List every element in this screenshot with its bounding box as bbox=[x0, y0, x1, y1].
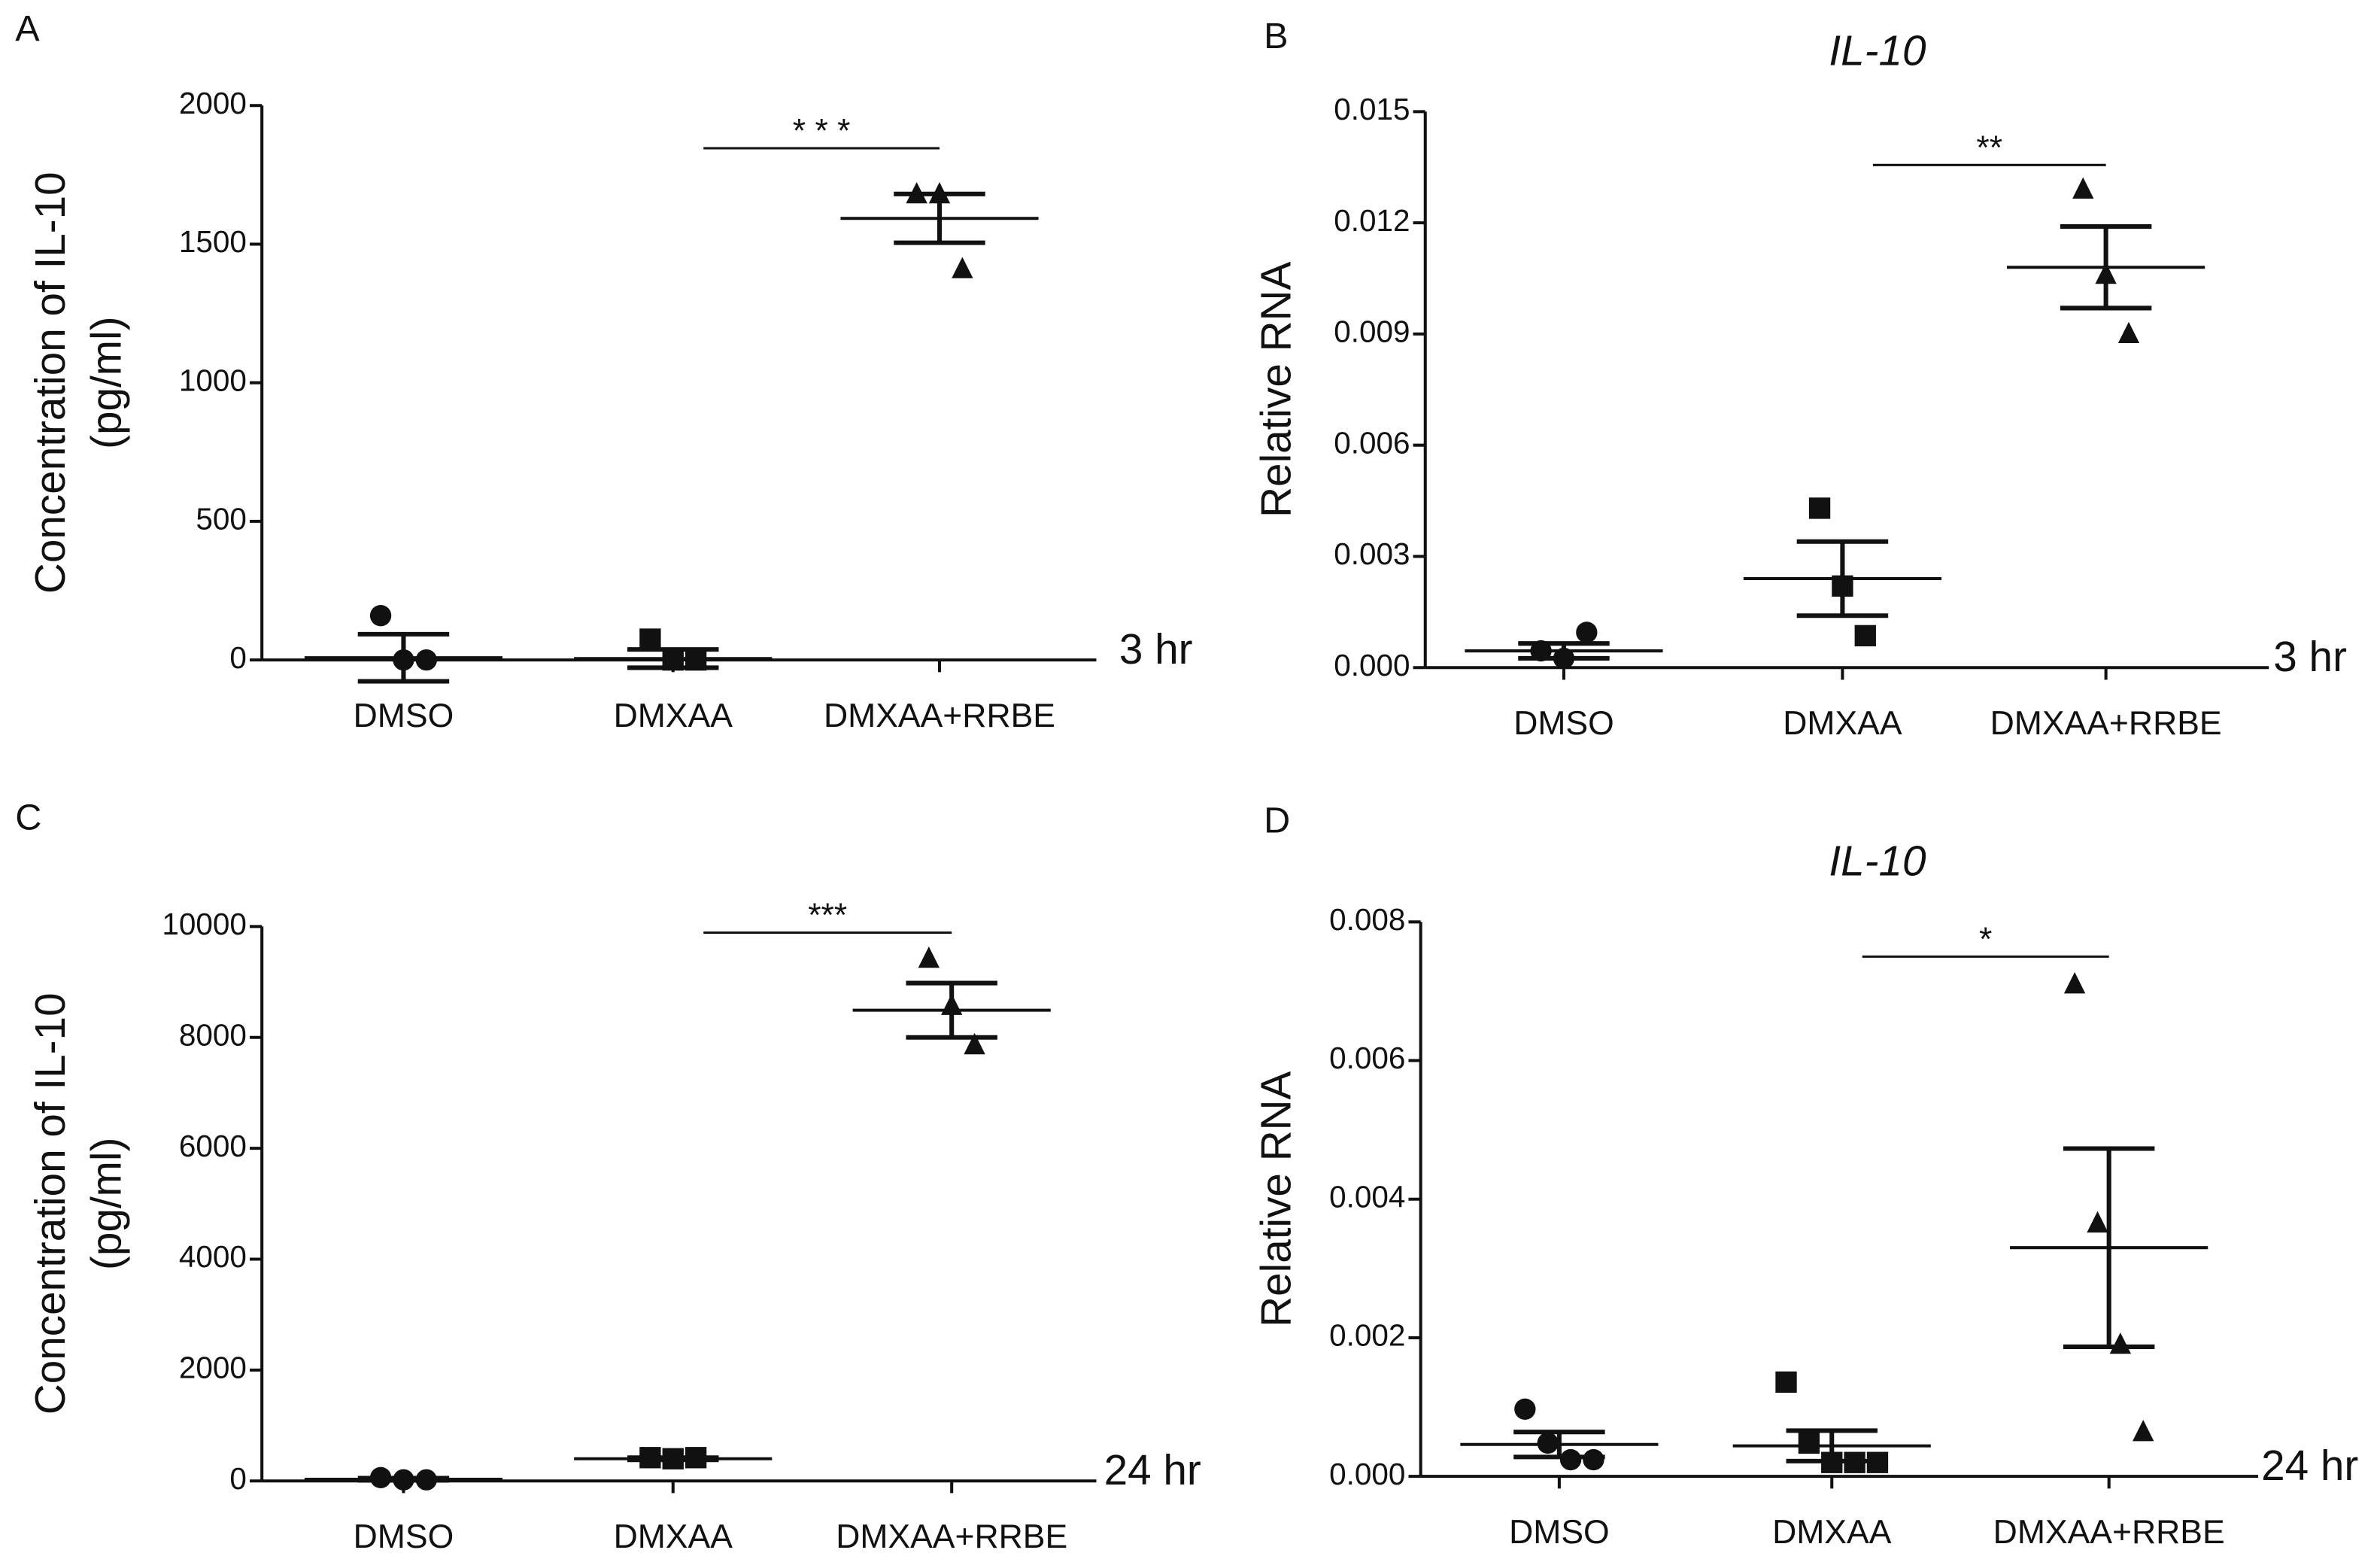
chart-title: IL-10 bbox=[1829, 27, 1926, 74]
y-tick-label: 0.006 bbox=[1334, 425, 1410, 460]
data-point bbox=[639, 628, 661, 650]
x-tick-label: DMXAA bbox=[1772, 1514, 1892, 1551]
y-tick-label: 0.012 bbox=[1334, 203, 1410, 238]
significance-label: * bbox=[1979, 921, 1992, 958]
data-point bbox=[2117, 321, 2140, 344]
data-point bbox=[2063, 971, 2086, 994]
x-tick-label: DMXAA+RRBE bbox=[824, 697, 1055, 734]
data-point bbox=[1559, 1448, 1582, 1471]
data-point bbox=[1854, 625, 1876, 647]
data-point bbox=[2109, 1332, 2132, 1354]
data-point bbox=[1775, 1371, 1797, 1393]
y-tick-label: 8000 bbox=[179, 1017, 247, 1052]
data-point bbox=[2087, 1211, 2108, 1233]
y-tick-label: 2000 bbox=[179, 1351, 247, 1385]
x-tick-label: DMXAA bbox=[614, 697, 733, 734]
significance-label: ** bbox=[1976, 129, 2002, 166]
x-tick-label: DMSO bbox=[354, 1518, 454, 1555]
x-tick-label: DMXAA bbox=[614, 1518, 733, 1555]
side-label: 3 hr bbox=[1119, 626, 1193, 673]
panel-label: D bbox=[1264, 801, 1290, 841]
x-tick-label: DMXAA bbox=[1783, 705, 1902, 742]
y-tick-label: 4000 bbox=[179, 1239, 247, 1274]
y-tick-label: 6000 bbox=[179, 1129, 247, 1163]
significance-label: *** bbox=[808, 897, 847, 934]
y-tick-label: 0.000 bbox=[1334, 648, 1410, 682]
y-tick-label: 0 bbox=[229, 640, 247, 675]
y-tick-label: 2000 bbox=[179, 86, 247, 120]
side-label: 24 hr bbox=[2261, 1442, 2358, 1490]
y-tick-label: 0.004 bbox=[1329, 1179, 1405, 1214]
x-tick-label: DMSO bbox=[1513, 705, 1614, 742]
data-point bbox=[2133, 1420, 2154, 1442]
data-point bbox=[964, 1032, 985, 1055]
x-tick-label: DMSO bbox=[354, 697, 454, 734]
data-point bbox=[2072, 177, 2094, 199]
y-tick-label: 0.015 bbox=[1334, 92, 1410, 126]
y-tick-label: 0.000 bbox=[1329, 1457, 1405, 1491]
y-tick-label: 500 bbox=[196, 502, 247, 536]
y-tick-label: 1500 bbox=[179, 224, 247, 259]
x-tick-label: DMXAA+RRBE bbox=[1990, 705, 2222, 742]
data-point bbox=[1514, 1398, 1536, 1420]
data-point bbox=[918, 946, 940, 968]
panel-label: B bbox=[1264, 16, 1288, 56]
y-axis-label: Relative RNA bbox=[1252, 1071, 1300, 1327]
side-label: 24 hr bbox=[1104, 1447, 1201, 1494]
y-tick-label: 0.003 bbox=[1334, 536, 1410, 571]
data-point bbox=[369, 604, 392, 627]
side-label: 3 hr bbox=[2273, 634, 2347, 681]
data-point bbox=[1576, 621, 1598, 643]
y-axis-label: (pg/ml) bbox=[83, 1138, 131, 1270]
data-point bbox=[415, 649, 437, 671]
chart-title: IL-10 bbox=[1829, 837, 1926, 885]
x-tick-label: DMSO bbox=[1509, 1514, 1610, 1551]
y-tick-label: 0.002 bbox=[1329, 1318, 1405, 1353]
x-tick-label: DMXAA+RRBE bbox=[1993, 1514, 2225, 1551]
data-point bbox=[1583, 1448, 1604, 1471]
data-point bbox=[1798, 1432, 1820, 1454]
y-axis-label: Concentration of IL-10 bbox=[27, 992, 74, 1415]
panel-label: C bbox=[15, 797, 41, 837]
x-tick-label: DMXAA+RRBE bbox=[836, 1518, 1067, 1555]
data-point bbox=[1808, 497, 1831, 519]
y-axis-label: (pg/ml) bbox=[83, 317, 131, 449]
y-axis-label: Relative RNA bbox=[1252, 262, 1300, 518]
y-tick-label: 0.008 bbox=[1329, 902, 1405, 937]
y-axis-label: Concentration of IL-10 bbox=[27, 172, 74, 594]
y-tick-label: 1000 bbox=[179, 363, 247, 397]
y-tick-label: 0 bbox=[229, 1461, 247, 1496]
y-tick-label: 0.006 bbox=[1329, 1041, 1405, 1075]
y-tick-label: 10000 bbox=[162, 907, 247, 941]
y-tick-label: 0.009 bbox=[1334, 315, 1410, 349]
panel-label: A bbox=[15, 8, 40, 49]
significance-label: * * * bbox=[793, 113, 851, 150]
data-point bbox=[952, 257, 973, 278]
